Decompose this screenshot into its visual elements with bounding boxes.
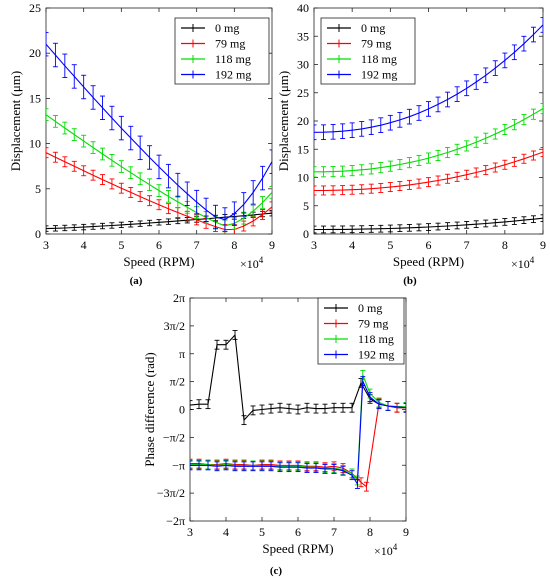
- y-tick-label: 25: [29, 1, 41, 15]
- chart-panel-2: 3 4 5 6 7 8 9 0 5 10 15 20 25 30 35 40 Speed (RPM) Displa…: [276, 1, 546, 287]
- y-tick-label: 0: [35, 227, 41, 241]
- legend-entry: 79 mg: [361, 37, 391, 51]
- chart-panel-3: 3 4 5 6 7 8 9 −2π −3π/2 −π −π/2 0 π/2 π 3π/2 2π Speed (R…: [142, 291, 409, 577]
- legend-entry: 79 mg: [215, 37, 245, 51]
- y-tick-label: 0: [179, 403, 185, 417]
- series-group: [190, 330, 406, 492]
- panel-label: (c): [270, 565, 283, 577]
- x-tick-label: 4: [223, 525, 229, 539]
- y-axis-label: Displacement (μm): [8, 71, 23, 171]
- x-axis-label: Speed (RPM): [123, 254, 194, 269]
- legend-entry: 192 mg: [358, 348, 394, 362]
- x-tick-label: 7: [331, 525, 337, 539]
- x-tick-label: 7: [464, 238, 470, 252]
- chart-panel-1: 3 4 5 6 7 8 9 0 5 10 15 20 25 Speed (RPM) Displacement…: [8, 1, 275, 287]
- legend-entry: 79 mg: [358, 317, 388, 331]
- y-tick-label: 40: [297, 1, 309, 15]
- x-tick-label: 7: [194, 238, 200, 252]
- y-tick-label: 15: [29, 91, 41, 105]
- y-tick-label: −π: [172, 458, 185, 472]
- y-tick-label: −3π/2: [157, 486, 185, 500]
- x-tick-label: 5: [259, 525, 265, 539]
- y-tick-label: −2π: [166, 514, 185, 528]
- x-multiplier: ×104: [374, 542, 398, 558]
- legend-box: [174, 17, 270, 85]
- x-tick-label: 9: [403, 525, 409, 539]
- y-tick-label: 10: [297, 171, 309, 185]
- x-tick-label: 8: [367, 525, 373, 539]
- y-tick-label: 2π: [173, 291, 185, 305]
- x-tick-label: 3: [187, 525, 193, 539]
- y-tick-label: 20: [297, 114, 309, 128]
- panel-label: (a): [130, 275, 143, 287]
- x-tick-label: 4: [81, 238, 87, 252]
- legend-entry: 0 mg: [215, 21, 239, 35]
- x-tick-label: 8: [231, 238, 237, 252]
- series-192-mg: [46, 31, 272, 232]
- x-axis-label: Speed (RPM): [262, 541, 333, 556]
- legend-entry: 192 mg: [215, 68, 251, 82]
- series-192-mg: [314, 17, 543, 141]
- y-tick-label: π/2: [170, 375, 185, 389]
- series-group: [314, 17, 543, 234]
- x-tick-label: 6: [295, 525, 301, 539]
- x-tick-label: 8: [502, 238, 508, 252]
- series-group: [46, 31, 272, 234]
- legend-box: [320, 17, 416, 85]
- x-tick-label: 6: [426, 238, 432, 252]
- y-tick-label: 35: [297, 29, 309, 43]
- series-79-mg: [314, 147, 543, 196]
- x-tick-label: 4: [349, 238, 355, 252]
- y-tick-label: −π/2: [163, 430, 185, 444]
- x-tick-label: 6: [156, 238, 162, 252]
- y-tick-label: 3π/2: [164, 319, 185, 333]
- x-tick-label: 5: [387, 238, 393, 252]
- series-118-mg: [314, 103, 543, 178]
- legend-entry: 118 mg: [361, 52, 397, 66]
- legend-entry: 118 mg: [215, 52, 251, 66]
- legend-entry: 118 mg: [358, 332, 394, 346]
- x-tick-label: 9: [269, 238, 275, 252]
- legend-box: [317, 297, 405, 365]
- y-tick-label: 0: [303, 227, 309, 241]
- x-axis-label: Speed (RPM): [393, 254, 464, 269]
- legend-entry: 192 mg: [361, 68, 397, 82]
- x-tick-label: 9: [540, 238, 546, 252]
- legend-entry: 0 mg: [358, 301, 382, 315]
- y-tick-label: π: [179, 347, 185, 361]
- panel-label: (b): [403, 275, 417, 287]
- legend-entry: 0 mg: [361, 21, 385, 35]
- x-multiplier: ×104: [511, 255, 535, 271]
- y-tick-label: 5: [303, 199, 309, 213]
- series-192-mg: [190, 376, 406, 489]
- y-tick-label: 20: [29, 46, 41, 60]
- y-tick-label: 25: [297, 86, 309, 100]
- y-tick-label: 5: [35, 182, 41, 196]
- y-tick-label: 10: [29, 137, 41, 151]
- y-axis-label: Displacement (μm): [276, 71, 291, 171]
- y-axis-label: Phase difference (rad): [142, 352, 157, 467]
- x-tick-label: 3: [43, 238, 49, 252]
- x-multiplier: ×104: [240, 255, 264, 271]
- x-tick-label: 5: [118, 238, 124, 252]
- y-tick-label: 30: [297, 58, 309, 72]
- series-0-mg: [314, 214, 543, 234]
- x-tick-label: 3: [311, 238, 317, 252]
- y-tick-label: 15: [297, 142, 309, 156]
